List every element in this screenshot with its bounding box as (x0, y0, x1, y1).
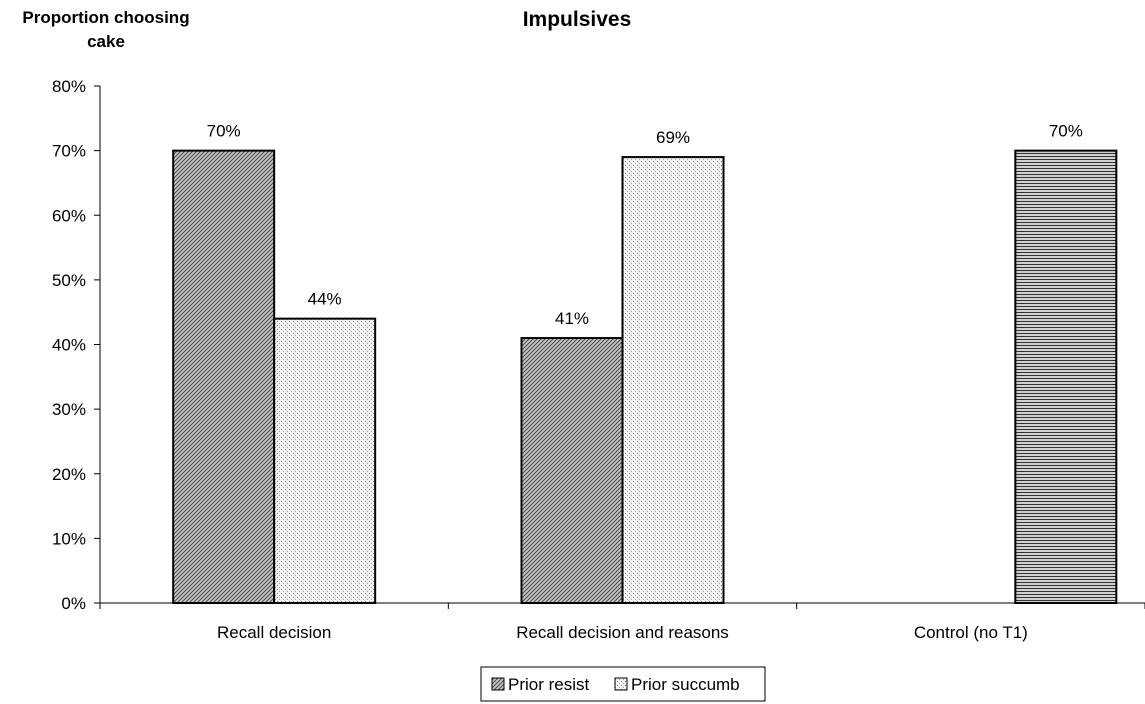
y-tick-label: 40% (52, 336, 86, 355)
bar-prior-resist (520, 337, 624, 604)
y-tick-label: 30% (52, 400, 86, 419)
x-tick-label: Control (no T1) (914, 623, 1028, 642)
x-axis-ticks: Recall decision Recall decision and reaso… (99, 603, 1145, 642)
legend-swatch-prior-resist (491, 677, 505, 691)
bar-prior-succumb (621, 156, 725, 604)
data-label: 44% (308, 290, 342, 309)
data-label: 41% (555, 309, 589, 328)
legend-swatch-prior-succumb (614, 677, 628, 691)
bar-prior-resist (172, 149, 276, 604)
y-axis-title-line2: cake (87, 32, 125, 51)
data-label: 69% (656, 128, 690, 147)
bar-control (1014, 149, 1118, 604)
x-tick-label: Recall decision (217, 623, 331, 642)
legend-label-prior-succumb: Prior succumb (631, 675, 740, 694)
y-axis-ticks: 0% 10% 20% 30% 40% 50% 60% 70% 80% (52, 77, 100, 613)
y-tick-label: 10% (52, 529, 86, 548)
chart-title: Impulsives (523, 8, 632, 31)
legend-label-prior-resist: Prior resist (508, 675, 590, 694)
y-tick-label: 0% (61, 594, 86, 613)
y-tick-label: 50% (52, 271, 86, 290)
y-axis-title-line1: Proportion choosing (22, 8, 189, 27)
y-tick-label: 20% (52, 465, 86, 484)
y-tick-label: 70% (52, 142, 86, 161)
legend: Prior resist Prior succumb (480, 666, 766, 702)
bars-group (172, 149, 1118, 604)
data-label: 70% (207, 122, 241, 141)
y-tick-label: 60% (52, 206, 86, 225)
data-label: 70% (1049, 122, 1083, 141)
y-tick-label: 80% (52, 77, 86, 96)
x-tick-label: Recall decision and reasons (516, 623, 729, 642)
bar-prior-succumb (273, 317, 377, 604)
data-labels-group: 70% 44% 41% 69% 70% (207, 122, 1083, 328)
